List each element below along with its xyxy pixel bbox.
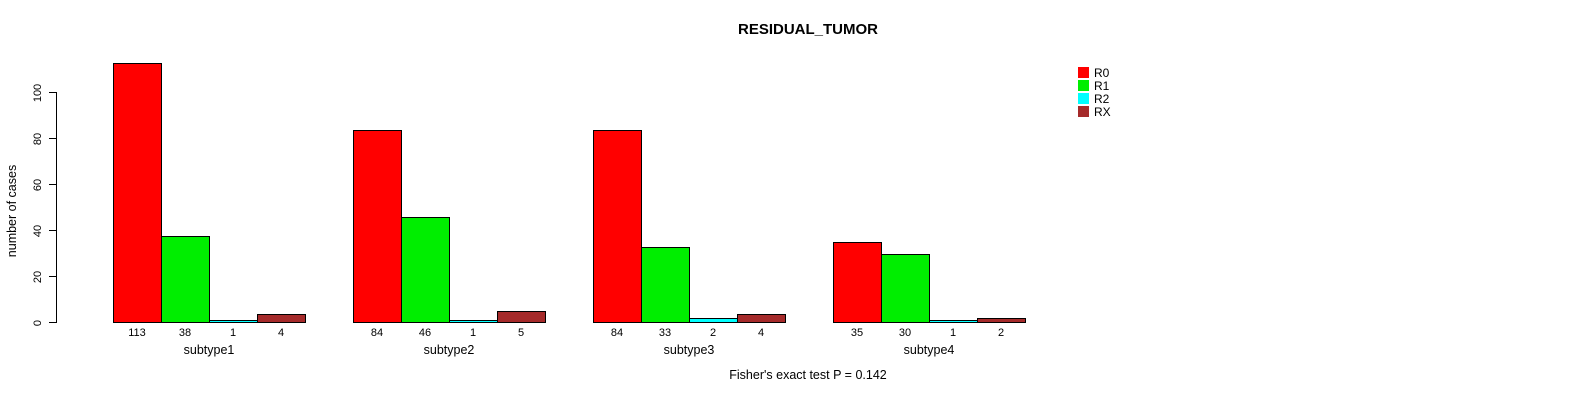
bar-subtype2-R1 (401, 216, 450, 323)
legend-label-R0: R0 (1094, 66, 1110, 80)
bar-value-label-subtype1-R1: 38 (178, 327, 192, 339)
y-tick-label: 80 (32, 132, 44, 145)
bar-value-label-subtype2-R0: 84 (370, 327, 384, 339)
y-tick-mark (49, 92, 56, 93)
y-tick-mark (49, 138, 56, 139)
legend-swatch-R0 (1078, 67, 1089, 78)
bar-subtype3-R0 (593, 129, 642, 323)
bar-value-label-subtype4-RX: 2 (997, 327, 1005, 339)
legend-label-R1: R1 (1094, 79, 1110, 93)
bar-value-label-subtype3-R1: 33 (658, 327, 672, 339)
y-tick-label: 100 (32, 83, 44, 102)
bar-value-label-subtype2-RX: 5 (517, 327, 525, 339)
bar-subtype4-R2 (929, 319, 978, 323)
bar-value-label-subtype3-R2: 2 (709, 327, 717, 339)
bar-subtype1-RX (257, 313, 306, 323)
category-label-subtype1: subtype1 (183, 343, 235, 357)
bar-value-label-subtype3-R0: 84 (610, 327, 624, 339)
y-tick-label: 60 (32, 178, 44, 191)
legend-label-RX: RX (1094, 105, 1111, 119)
category-label-subtype3: subtype3 (663, 343, 715, 357)
bar-subtype4-R0 (833, 241, 882, 323)
bar-subtype1-R0 (113, 62, 162, 323)
y-tick-label: 40 (32, 224, 44, 237)
y-tick-label: 0 (32, 319, 44, 326)
y-tick-mark (49, 184, 56, 185)
bar-value-label-subtype1-R2: 1 (229, 327, 237, 339)
bar-subtype3-R1 (641, 246, 690, 323)
bar-value-label-subtype1-RX: 4 (277, 327, 285, 339)
fisher-test-note: Fisher's exact test P = 0.142 (729, 368, 887, 382)
bar-value-label-subtype4-R1: 30 (898, 327, 912, 339)
y-tick-mark (49, 276, 56, 277)
y-axis-label: number of cases (5, 164, 19, 258)
bar-value-label-subtype4-R2: 1 (949, 327, 957, 339)
legend-swatch-R2 (1078, 93, 1089, 104)
bar-subtype3-RX (737, 313, 786, 323)
bar-value-label-subtype3-RX: 4 (757, 327, 765, 339)
bar-value-label-subtype1-R0: 113 (128, 327, 146, 339)
bar-value-label-subtype2-R2: 1 (469, 327, 477, 339)
bar-subtype2-R2 (449, 319, 498, 323)
category-label-subtype2: subtype2 (423, 343, 475, 357)
y-tick-mark (49, 322, 56, 323)
bar-subtype1-R2 (209, 319, 258, 323)
bar-subtype4-RX (977, 317, 1026, 323)
legend-label-R2: R2 (1094, 92, 1110, 106)
y-axis-line (56, 92, 57, 323)
legend-swatch-RX (1078, 106, 1089, 117)
bar-subtype4-R1 (881, 253, 930, 323)
bar-subtype2-R0 (353, 129, 402, 323)
bar-subtype1-R1 (161, 235, 210, 323)
bar-subtype3-R2 (689, 317, 738, 323)
y-tick-label: 20 (32, 270, 44, 283)
bar-value-label-subtype2-R1: 46 (418, 327, 432, 339)
legend-swatch-R1 (1078, 80, 1089, 91)
bar-subtype2-RX (497, 310, 546, 323)
category-label-subtype4: subtype4 (903, 343, 955, 357)
chart-title: RESIDUAL_TUMOR (737, 21, 879, 38)
y-tick-mark (49, 230, 56, 231)
bar-value-label-subtype4-R0: 35 (850, 327, 864, 339)
